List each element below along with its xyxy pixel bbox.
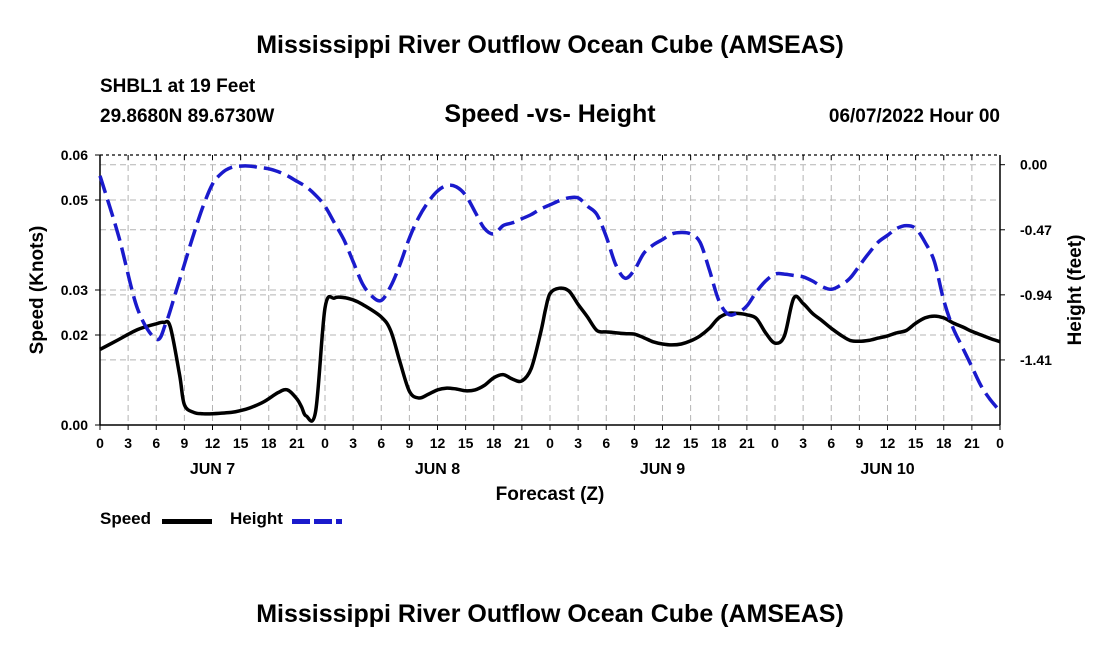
x-tick-label: 6 [827, 435, 835, 451]
x-tick-label: 0 [96, 435, 104, 451]
x-tick-label: 3 [124, 435, 132, 451]
series-line-speed [99, 286, 1001, 423]
x-tick-label: 6 [152, 435, 160, 451]
y-tick-label-right: -0.94 [1020, 287, 1052, 303]
x-tick-label: 3 [574, 435, 582, 451]
x-tick-label: 0 [546, 435, 554, 451]
x-tick-label: 12 [880, 435, 896, 451]
y-tick-label-left: 0.00 [61, 417, 88, 433]
x-tick-label: 12 [205, 435, 221, 451]
x-day-label: JUN 7 [190, 461, 235, 478]
x-tick-label: 15 [683, 435, 699, 451]
x-tick-label: 12 [655, 435, 671, 451]
x-tick-label: 15 [458, 435, 474, 451]
y-tick-label-left: 0.05 [61, 192, 88, 208]
series-line-height [98, 164, 1002, 413]
chart-subtitle: Speed -vs- Height [444, 100, 656, 128]
y-tick-label-left: 0.06 [61, 147, 88, 163]
y-axis-title-left: Speed (Knots) [27, 226, 48, 355]
x-tick-label: 12 [430, 435, 446, 451]
x-tick-label: 3 [349, 435, 357, 451]
y-tick-label-right: 0.00 [1020, 157, 1047, 173]
chart-title: Mississippi River Outflow Ocean Cube (AM… [256, 31, 844, 59]
x-tick-label: 15 [233, 435, 249, 451]
y-tick-label-left: 0.03 [61, 282, 88, 298]
y-tick-label-left: 0.02 [61, 327, 88, 343]
x-day-label: JUN 10 [860, 461, 914, 478]
x-tick-label: 3 [799, 435, 807, 451]
x-tick-label: 21 [739, 435, 755, 451]
x-tick-label: 15 [908, 435, 924, 451]
y-axis-title-right: Height (feet) [1065, 235, 1086, 346]
legend-height-swatch [292, 519, 342, 524]
y-tick-label-right: -0.47 [1020, 222, 1052, 238]
x-axis-title: Forecast (Z) [496, 484, 605, 505]
x-tick-label: 6 [377, 435, 385, 451]
x-tick-label: 9 [180, 435, 188, 451]
x-tick-label: 21 [289, 435, 305, 451]
x-day-label: JUN 8 [415, 461, 460, 478]
footer-title: Mississippi River Outflow Ocean Cube (AM… [256, 600, 844, 628]
legend-height-label: Height [230, 509, 283, 528]
station-label: SHBL1 at 19 Feet [100, 76, 256, 97]
x-tick-label: 9 [630, 435, 638, 451]
x-tick-label: 18 [486, 435, 502, 451]
x-tick-label: 0 [321, 435, 329, 451]
x-tick-label: 9 [405, 435, 413, 451]
x-tick-label: 18 [711, 435, 727, 451]
coordinates-label: 29.8680N 89.6730W [100, 106, 275, 127]
x-tick-label: 21 [514, 435, 530, 451]
x-tick-label: 21 [964, 435, 980, 451]
x-tick-label: 6 [602, 435, 610, 451]
x-day-label: JUN 9 [640, 461, 685, 478]
x-tick-label: 9 [855, 435, 863, 451]
x-tick-label: 0 [996, 435, 1004, 451]
x-tick-label: 0 [771, 435, 779, 451]
speed-height-chart: 0 3 6 9 12 15 18 21 0 3 6 9 12 15 18 21 0 3 6 9 12 15 18 21 0 3 6 9… [27, 147, 1086, 505]
x-tick-label: 18 [261, 435, 277, 451]
legend-speed-swatch [162, 519, 212, 524]
x-tick-label: 18 [936, 435, 952, 451]
forecast-datetime: 06/07/2022 Hour 00 [828, 106, 1000, 127]
legend-speed-label: Speed [100, 509, 152, 528]
y-tick-label-right: -1.41 [1020, 352, 1052, 368]
